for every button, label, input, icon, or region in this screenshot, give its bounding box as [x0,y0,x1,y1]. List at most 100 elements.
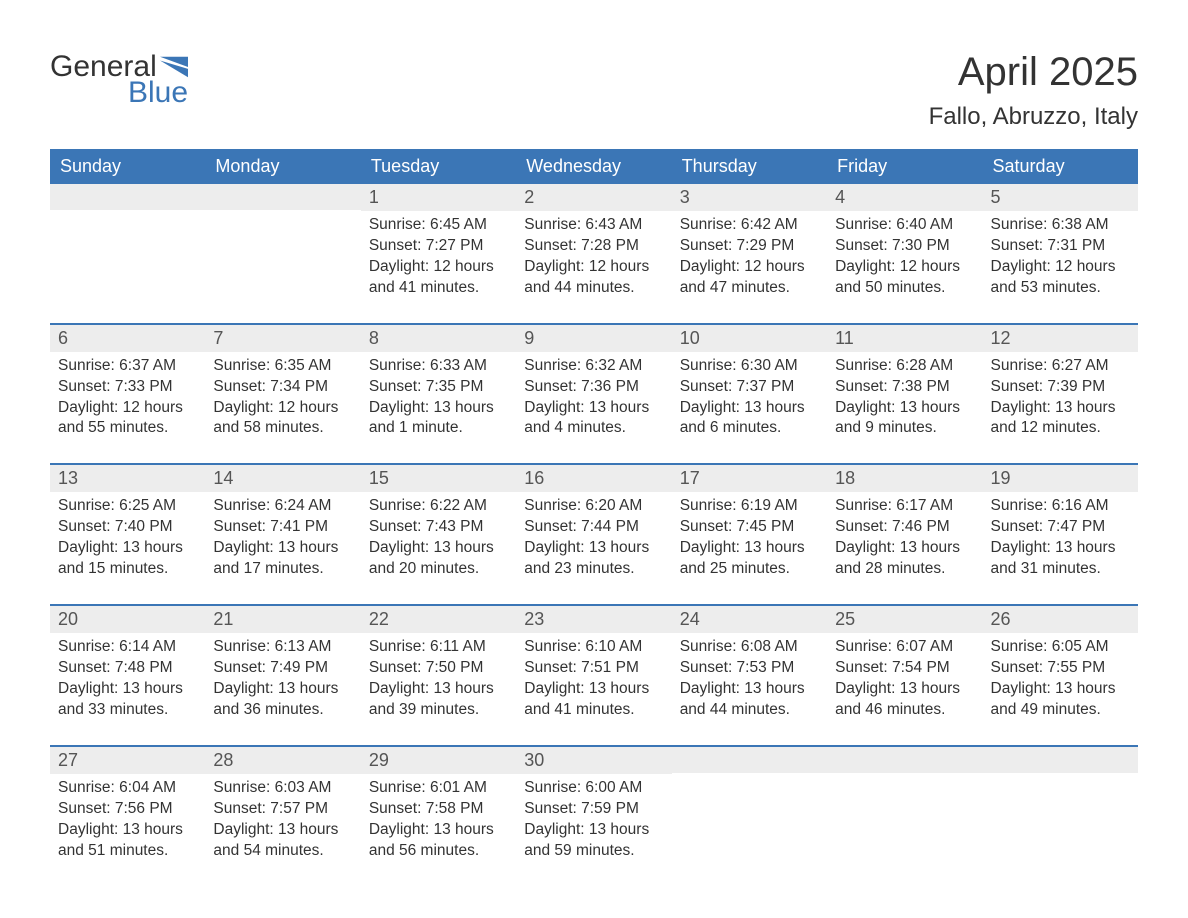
daylight-line: Daylight: 13 hours and 31 minutes. [991,538,1130,580]
day-details: Sunrise: 6:00 AMSunset: 7:59 PMDaylight:… [516,774,671,862]
sunrise-line: Sunrise: 6:24 AM [213,496,352,517]
calendar-day: 29Sunrise: 6:01 AMSunset: 7:58 PMDayligh… [361,747,516,870]
sunrise-line: Sunrise: 6:05 AM [991,637,1130,658]
daylight-line: Daylight: 13 hours and 6 minutes. [680,398,819,440]
day-number: 16 [516,465,671,492]
sunset-line: Sunset: 7:55 PM [991,658,1130,679]
daylight-line: Daylight: 13 hours and 28 minutes. [835,538,974,580]
calendar-day: 12Sunrise: 6:27 AMSunset: 7:39 PMDayligh… [983,325,1138,448]
day-number: 24 [672,606,827,633]
weekday-header: Tuesday [361,149,516,184]
sunset-line: Sunset: 7:48 PM [58,658,197,679]
logo-flag-icon [160,56,188,78]
sunrise-line: Sunrise: 6:11 AM [369,637,508,658]
daylight-line: Daylight: 13 hours and 12 minutes. [991,398,1130,440]
weekday-header: Thursday [672,149,827,184]
day-details: Sunrise: 6:38 AMSunset: 7:31 PMDaylight:… [983,211,1138,299]
day-number: 2 [516,184,671,211]
day-details: Sunrise: 6:10 AMSunset: 7:51 PMDaylight:… [516,633,671,721]
weekday-header: Saturday [983,149,1138,184]
sunset-line: Sunset: 7:57 PM [213,799,352,820]
sunrise-line: Sunrise: 6:38 AM [991,215,1130,236]
day-details: Sunrise: 6:03 AMSunset: 7:57 PMDaylight:… [205,774,360,862]
daylight-line: Daylight: 13 hours and 56 minutes. [369,820,508,862]
calendar-day: 2Sunrise: 6:43 AMSunset: 7:28 PMDaylight… [516,184,671,307]
day-number: 10 [672,325,827,352]
sunset-line: Sunset: 7:53 PM [680,658,819,679]
daylight-line: Daylight: 13 hours and 25 minutes. [680,538,819,580]
calendar-day: 13Sunrise: 6:25 AMSunset: 7:40 PMDayligh… [50,465,205,588]
daylight-line: Daylight: 13 hours and 4 minutes. [524,398,663,440]
day-details: Sunrise: 6:22 AMSunset: 7:43 PMDaylight:… [361,492,516,580]
daylight-line: Daylight: 13 hours and 54 minutes. [213,820,352,862]
sunset-line: Sunset: 7:40 PM [58,517,197,538]
sunset-line: Sunset: 7:28 PM [524,236,663,257]
calendar-header-row: SundayMondayTuesdayWednesdayThursdayFrid… [50,149,1138,184]
day-number: 26 [983,606,1138,633]
daylight-line: Daylight: 12 hours and 55 minutes. [58,398,197,440]
day-number: 9 [516,325,671,352]
sunrise-line: Sunrise: 6:04 AM [58,778,197,799]
sunset-line: Sunset: 7:47 PM [991,517,1130,538]
sunset-line: Sunset: 7:50 PM [369,658,508,679]
day-number: 30 [516,747,671,774]
daylight-line: Daylight: 13 hours and 59 minutes. [524,820,663,862]
calendar-day: 27Sunrise: 6:04 AMSunset: 7:56 PMDayligh… [50,747,205,870]
sunset-line: Sunset: 7:59 PM [524,799,663,820]
day-number [827,747,982,773]
calendar-day: 6Sunrise: 6:37 AMSunset: 7:33 PMDaylight… [50,325,205,448]
day-number: 28 [205,747,360,774]
day-number: 21 [205,606,360,633]
day-number: 6 [50,325,205,352]
day-number: 11 [827,325,982,352]
sunrise-line: Sunrise: 6:01 AM [369,778,508,799]
day-details: Sunrise: 6:35 AMSunset: 7:34 PMDaylight:… [205,352,360,440]
day-number [205,184,360,210]
sunset-line: Sunset: 7:39 PM [991,377,1130,398]
title-block: April 2025 Fallo, Abruzzo, Italy [929,50,1138,131]
day-details: Sunrise: 6:11 AMSunset: 7:50 PMDaylight:… [361,633,516,721]
calendar-day: 8Sunrise: 6:33 AMSunset: 7:35 PMDaylight… [361,325,516,448]
day-details: Sunrise: 6:20 AMSunset: 7:44 PMDaylight:… [516,492,671,580]
sunrise-line: Sunrise: 6:40 AM [835,215,974,236]
daylight-line: Daylight: 13 hours and 33 minutes. [58,679,197,721]
sunrise-line: Sunrise: 6:10 AM [524,637,663,658]
weekday-header: Monday [205,149,360,184]
day-details: Sunrise: 6:01 AMSunset: 7:58 PMDaylight:… [361,774,516,862]
calendar-day: 15Sunrise: 6:22 AMSunset: 7:43 PMDayligh… [361,465,516,588]
day-details: Sunrise: 6:25 AMSunset: 7:40 PMDaylight:… [50,492,205,580]
day-details: Sunrise: 6:42 AMSunset: 7:29 PMDaylight:… [672,211,827,299]
calendar-day: 18Sunrise: 6:17 AMSunset: 7:46 PMDayligh… [827,465,982,588]
sunrise-line: Sunrise: 6:42 AM [680,215,819,236]
sunrise-line: Sunrise: 6:25 AM [58,496,197,517]
day-details: Sunrise: 6:45 AMSunset: 7:27 PMDaylight:… [361,211,516,299]
daylight-line: Daylight: 12 hours and 50 minutes. [835,257,974,299]
day-details: Sunrise: 6:30 AMSunset: 7:37 PMDaylight:… [672,352,827,440]
day-number [50,184,205,210]
sunset-line: Sunset: 7:41 PM [213,517,352,538]
calendar-day: 14Sunrise: 6:24 AMSunset: 7:41 PMDayligh… [205,465,360,588]
daylight-line: Daylight: 13 hours and 17 minutes. [213,538,352,580]
calendar-week: 13Sunrise: 6:25 AMSunset: 7:40 PMDayligh… [50,463,1138,588]
sunset-line: Sunset: 7:29 PM [680,236,819,257]
day-number: 19 [983,465,1138,492]
calendar-day: 11Sunrise: 6:28 AMSunset: 7:38 PMDayligh… [827,325,982,448]
daylight-line: Daylight: 12 hours and 41 minutes. [369,257,508,299]
sunset-line: Sunset: 7:27 PM [369,236,508,257]
sunset-line: Sunset: 7:37 PM [680,377,819,398]
sunrise-line: Sunrise: 6:33 AM [369,356,508,377]
day-details: Sunrise: 6:32 AMSunset: 7:36 PMDaylight:… [516,352,671,440]
day-details: Sunrise: 6:16 AMSunset: 7:47 PMDaylight:… [983,492,1138,580]
day-number: 1 [361,184,516,211]
sunrise-line: Sunrise: 6:27 AM [991,356,1130,377]
sunrise-line: Sunrise: 6:30 AM [680,356,819,377]
day-details: Sunrise: 6:37 AMSunset: 7:33 PMDaylight:… [50,352,205,440]
day-details: Sunrise: 6:24 AMSunset: 7:41 PMDaylight:… [205,492,360,580]
sunset-line: Sunset: 7:51 PM [524,658,663,679]
daylight-line: Daylight: 13 hours and 1 minute. [369,398,508,440]
day-details: Sunrise: 6:14 AMSunset: 7:48 PMDaylight:… [50,633,205,721]
calendar-day: 22Sunrise: 6:11 AMSunset: 7:50 PMDayligh… [361,606,516,729]
day-number: 23 [516,606,671,633]
calendar-day: 9Sunrise: 6:32 AMSunset: 7:36 PMDaylight… [516,325,671,448]
daylight-line: Daylight: 13 hours and 36 minutes. [213,679,352,721]
